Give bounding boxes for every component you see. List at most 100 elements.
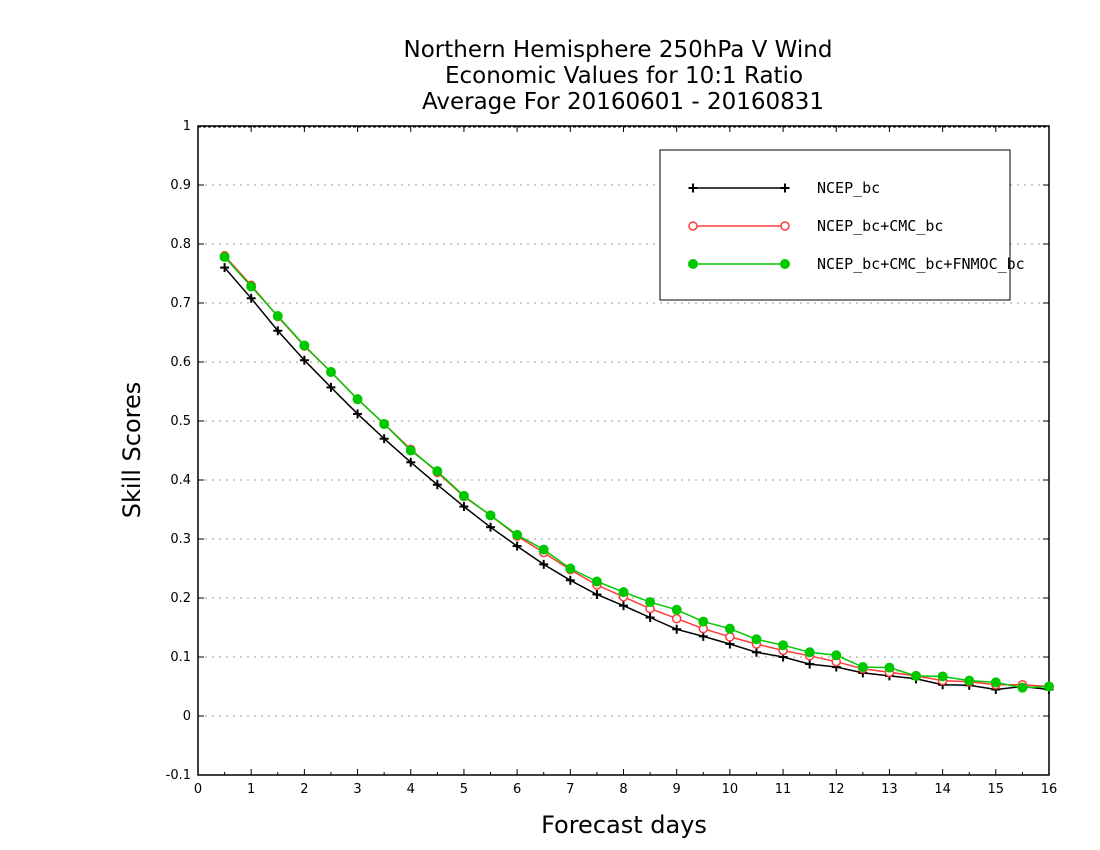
data-point [778,640,789,651]
x-tick-label: 15 [988,782,1005,797]
data-point [857,662,868,673]
data-point [459,502,469,512]
data-point [539,559,549,569]
data-point [751,634,762,645]
data-point [1017,682,1028,693]
data-point [458,490,469,501]
x-tick-label: 3 [353,782,361,797]
data-point [246,281,257,292]
data-point [1044,681,1054,692]
data-point [937,671,948,682]
legend: NCEP_bc NCEP_bc+CMC_bc NCEP_bc+CMC_bc+FNMO… [659,149,1025,301]
series-2 [219,251,1054,692]
data-point [379,434,389,444]
data-point [272,310,283,321]
chart-title-line-3: Average For 20160601 - 20160831 [422,89,824,115]
data-point [645,597,656,608]
data-point [565,563,576,574]
x-tick-label: 16 [1041,782,1058,797]
gridlines [198,184,1049,717]
legend-entry: NCEP_bc+CMC_bc+FNMOC_bc [688,255,1025,273]
data-point [884,662,895,673]
data-point [512,541,522,551]
data-point [432,466,443,477]
data-point [831,650,842,661]
data-point [911,670,922,681]
y-tick-label: 0.4 [170,473,191,488]
legend-marker [688,259,698,269]
x-tick-label: 14 [934,782,951,797]
data-point [326,382,336,392]
data-point [592,589,602,599]
data-point [432,480,442,490]
data-point [698,616,709,627]
data-point [512,529,523,540]
data-point [671,613,682,624]
series-line [224,256,1050,689]
data-point [220,263,230,273]
x-tick-label: 0 [194,782,202,797]
legend-entry: NCEP_bc+CMC_bc [688,217,943,235]
legend-marker [780,259,790,269]
x-axis-title: Forecast days [541,811,707,839]
y-tick-label: 0 [183,709,191,724]
y-tick-label: 1 [183,119,191,134]
legend-label: NCEP_bc [817,179,880,197]
x-tick-label: 10 [722,782,739,797]
data-point [964,675,975,686]
x-tick-label: 2 [300,782,308,797]
data-point [219,251,230,262]
data-point [299,340,310,351]
data-point [486,522,496,532]
y-tick-label: -0.1 [166,768,191,783]
y-tick-label: 0.8 [170,237,191,252]
x-tick-label: 13 [881,782,898,797]
legend-entry: NCEP_bc [688,179,880,197]
series-line [224,267,1050,691]
data-point [618,587,629,598]
data-point [405,445,416,456]
data-point [406,457,416,467]
y-tick-label: 0.5 [170,414,191,429]
data-point [379,418,390,429]
x-tick-label: 1 [247,782,255,797]
series-1 [220,263,1054,694]
y-tick-label: 0.6 [170,355,191,370]
data-point [299,355,309,365]
x-tick-label: 4 [407,782,415,797]
data-point [751,647,761,657]
data-point [724,623,735,634]
data-point [672,624,682,634]
legend-label: NCEP_bc+CMC_bc+FNMOC_bc [817,255,1025,273]
data-point [273,326,283,336]
data-point [325,367,336,378]
data-point [485,510,496,521]
chart-title-line-1: Northern Hemisphere 250hPa V Wind [404,37,833,63]
y-tick-label: 0.1 [170,650,191,665]
data-point [990,677,1001,688]
data-point [246,293,256,303]
x-tick-label: 7 [566,782,574,797]
legend-marker [688,183,698,193]
y-tick-label: 0.7 [170,296,191,311]
y-tick-label: 0.2 [170,591,191,606]
x-tick-label: 9 [673,782,681,797]
legend-marker [780,221,790,231]
x-tick-label: 12 [828,782,845,797]
data-point [805,659,815,669]
series-line [224,255,1050,688]
data-point [645,612,655,622]
axes: -0.100.10.20.30.40.50.60.70.80.910 1 2 3 4 5 6… [166,119,1058,797]
data-point [725,632,735,642]
data-point [671,604,682,615]
legend-marker [688,221,698,231]
data-point [538,544,549,555]
data-point [619,601,628,611]
x-tick-label: 6 [513,782,521,797]
data-point [591,576,602,587]
data-point [353,409,363,419]
data-point [565,575,575,585]
x-tick-label: 8 [619,782,627,797]
x-tick-label: 5 [460,782,468,797]
